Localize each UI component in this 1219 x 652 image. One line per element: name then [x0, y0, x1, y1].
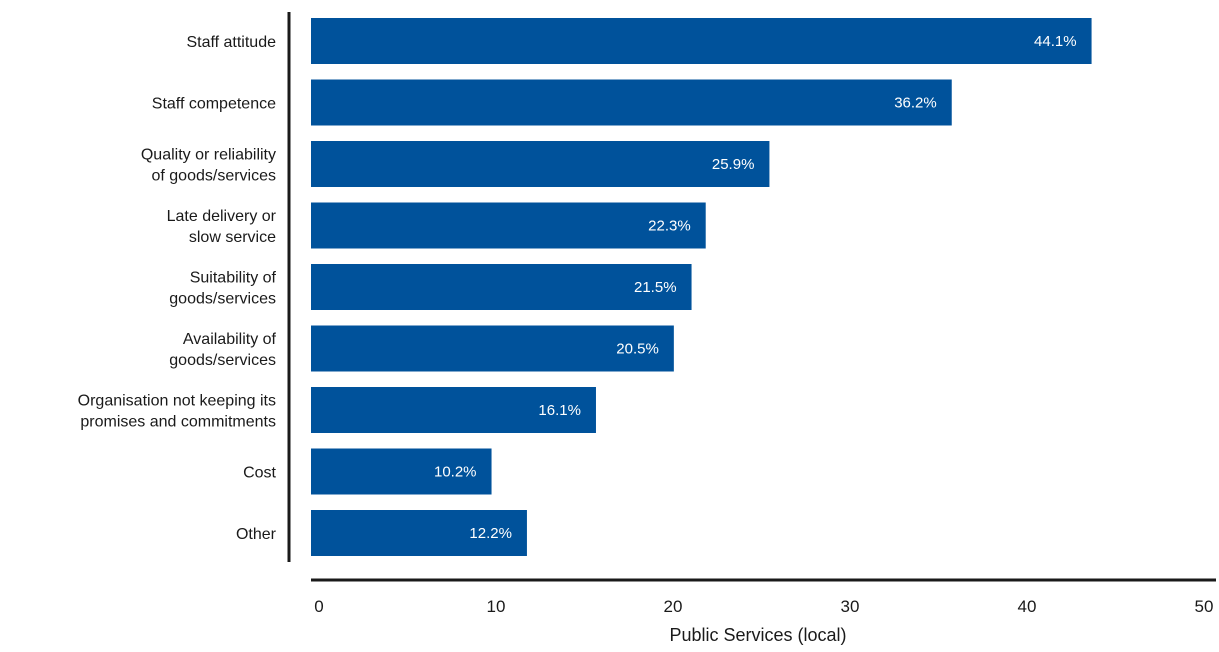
bar-value-label: 16.1% — [538, 402, 581, 419]
bar — [311, 141, 770, 187]
bar-value-label: 12.2% — [469, 525, 512, 542]
category-label: Quality or reliability — [141, 147, 276, 164]
category-label: Other — [236, 526, 277, 543]
category-label: goods/services — [169, 291, 276, 308]
category-label: slow service — [189, 229, 276, 246]
bars-group — [311, 18, 1092, 556]
x-tick-labels-group: 0 10 20 30 40 50 — [314, 597, 1213, 616]
bar-value-label: 21.5% — [634, 279, 677, 296]
bar-value-label: 20.5% — [616, 341, 659, 358]
bar-value-label: 36.2% — [894, 95, 937, 112]
bar-value-label: 25.9% — [712, 156, 755, 173]
bar-value-label: 10.2% — [434, 464, 477, 481]
category-label: Organisation not keeping its — [78, 393, 276, 410]
category-label: of goods/services — [151, 168, 276, 185]
bar-value-label: 44.1% — [1034, 33, 1077, 50]
bar — [311, 264, 692, 310]
x-tick-label: 10 — [487, 597, 506, 616]
category-label: Staff competence — [152, 96, 276, 113]
bar — [311, 79, 952, 126]
category-labels-group: Staff attitude Staff competence Quality or… — [78, 34, 277, 543]
bar — [311, 202, 706, 249]
category-label: promises and commitments — [80, 414, 276, 431]
category-label: Availability of — [183, 331, 277, 348]
x-tick-label: 30 — [841, 597, 860, 616]
x-tick-label: 0 — [314, 597, 323, 616]
category-label: Late delivery or — [167, 208, 277, 225]
bar — [311, 448, 492, 495]
bar — [311, 325, 674, 372]
category-label: Suitability of — [190, 270, 277, 287]
category-label: Staff attitude — [186, 34, 276, 51]
bar — [311, 18, 1092, 64]
x-tick-label: 40 — [1018, 597, 1037, 616]
x-tick-label: 20 — [664, 597, 683, 616]
bar-value-label: 22.3% — [648, 218, 691, 235]
x-axis-title: Public Services (local) — [669, 625, 846, 645]
value-labels-group: 44.1% 36.2% 25.9% 22.3% 21.5% 20.5% 16.1% 10.2%… — [434, 33, 1077, 542]
bar — [311, 510, 527, 556]
bar — [311, 387, 596, 433]
category-label: Cost — [243, 465, 276, 482]
category-label: goods/services — [169, 352, 276, 369]
x-tick-label: 50 — [1195, 597, 1214, 616]
